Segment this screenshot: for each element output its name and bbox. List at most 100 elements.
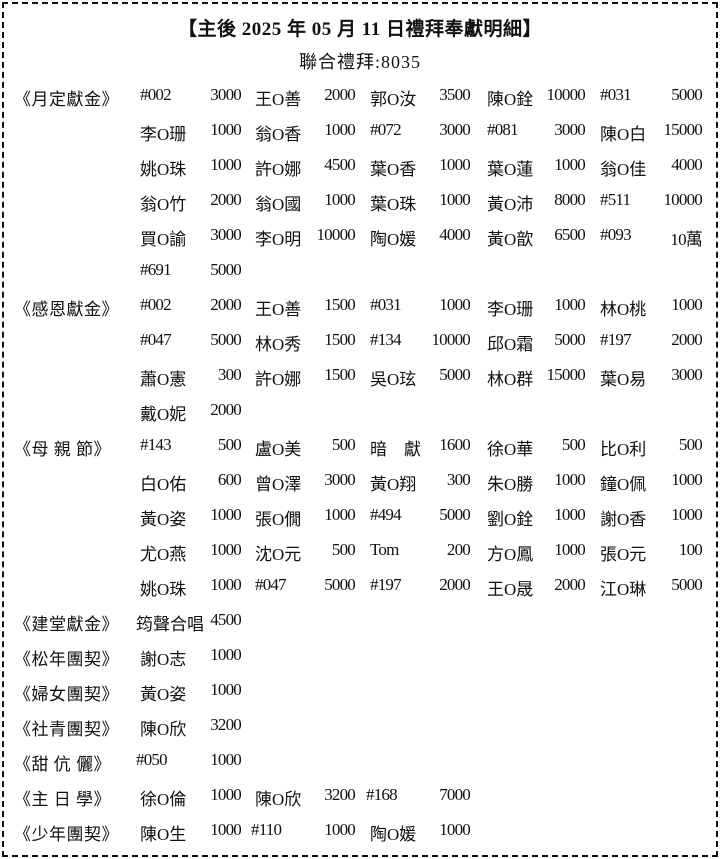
offering-row: 《感恩獻金》 #002 2000 王O善 1500 #031 1000 李O珊 1000 林O桃 1… (0, 289, 720, 324)
donation-amount: 1000 (324, 820, 356, 839)
donation-amount: 1000 (439, 820, 471, 839)
donor-name: #002 (140, 295, 172, 314)
offering-row: 《母 親 節》 #143 500 盧O美 500 暗 獻 1600 徐O華 500 比O利 500 (0, 429, 720, 464)
donation-amount: 2000 (554, 575, 586, 594)
donation-amount: 1000 (554, 470, 586, 489)
donation-amount: 1000 (554, 295, 586, 314)
donation-amount: 3500 (439, 85, 471, 104)
donation-amount: 500 (331, 540, 356, 559)
donation-amount: 2000 (210, 190, 242, 209)
donor-name: #197 (600, 330, 632, 349)
page-title: 【主後 2025 年 05 月 11 日禮拜奉獻明細】 (178, 19, 542, 40)
donor-name: 買O諭 (140, 230, 187, 249)
donation-amount: 15000 (546, 365, 585, 384)
offering-row: 白O佑 600 曾O澤 3000 黃O翔 300 朱O勝 1000 鐘O佩 1000 (0, 464, 720, 499)
donation-amount: 4000 (439, 225, 471, 244)
donation-amount: 10000 (663, 190, 702, 209)
donation-amount: 2000 (210, 295, 242, 314)
donor-name: 徐O華 (487, 440, 534, 459)
donor-name: 方O鳳 (487, 545, 534, 564)
donor-name: 黃O翔 (370, 475, 417, 494)
donor-name: 江O琳 (600, 580, 647, 599)
donor-name: 陳O銓 (487, 90, 534, 109)
donation-amount: 1000 (671, 295, 703, 314)
offering-row: 姚O珠 1000 #047 5000 #197 2000 王O晟 2000 江O琳 5000 (0, 569, 720, 604)
donor-name: 徐O倫 (140, 790, 187, 809)
donor-name: 陳O欣 (140, 720, 187, 739)
donor-name: 葉O蓮 (487, 160, 534, 179)
section-label: 《月定獻金》 (14, 90, 119, 109)
donor-name: 戴O妮 (140, 405, 187, 424)
offering-row: #691 5000 (0, 254, 720, 289)
donation-amount: 10000 (546, 85, 585, 104)
donation-amount: 1000 (210, 645, 242, 664)
donor-name: 王O善 (255, 300, 302, 319)
donation-amount: 3200 (210, 715, 242, 734)
donor-name: 曾O澤 (255, 475, 302, 494)
donation-amount: 6500 (554, 225, 586, 244)
donation-amount: 5000 (210, 330, 242, 349)
section-label: 《感恩獻金》 (14, 300, 119, 319)
donation-amount: 1000 (554, 505, 586, 524)
donor-name: 許O娜 (255, 160, 302, 179)
donor-name: #494 (370, 505, 402, 524)
donor-name: 黃O姿 (140, 685, 187, 704)
donor-name: 黃O沛 (487, 195, 534, 214)
donor-name: 李O珊 (487, 300, 534, 319)
donation-amount: 5000 (324, 575, 356, 594)
donation-amount: 1500 (324, 295, 356, 314)
offering-row: 《社青團契》 陳O欣 3200 (0, 709, 720, 744)
offering-row: 《甜 伉 儷》 #050 1000 (0, 744, 720, 779)
offering-row: 《建堂獻金》 筠聲合唱 4500 (0, 604, 720, 639)
donor-name: 王O晟 (487, 580, 534, 599)
offering-row: #047 5000 林O秀 1500 #134 10000 邱O霜 5000 #197 2000 (0, 324, 720, 359)
donor-name: 尤O燕 (140, 545, 187, 564)
offering-row: 姚O珠 1000 許O娜 4500 葉O香 1000 葉O蓮 1000 翁O佳 4000 (0, 149, 720, 184)
donor-name: 陶O媛 (370, 825, 417, 844)
donation-amount: 1000 (439, 155, 471, 174)
donor-name: 邱O霜 (487, 335, 534, 354)
donation-amount: 5000 (439, 505, 471, 524)
offering-row: 尤O燕 1000 沈O元 500 Tom 200 方O鳳 1000 張O元 100 (0, 534, 720, 569)
donor-name: 沈O元 (255, 545, 302, 564)
offering-row: 李O珊 1000 翁O香 1000 #072 3000 #081 3000 陳O白 15000 (0, 114, 720, 149)
donation-amount: 500 (217, 435, 242, 454)
section-label: 《建堂獻金》 (14, 615, 119, 634)
donation-amount: 10000 (316, 225, 355, 244)
donor-name: 姚O珠 (140, 160, 187, 179)
donor-name: #031 (370, 295, 402, 314)
donation-amount: 1500 (324, 330, 356, 349)
donation-amount: 1000 (439, 295, 471, 314)
donation-amount: 5000 (210, 260, 242, 279)
donor-name: 陶O媛 (370, 230, 417, 249)
donation-amount: 1000 (210, 540, 242, 559)
donation-amount: 1000 (671, 505, 703, 524)
donation-amount: 1000 (324, 505, 356, 524)
offering-row: 蕭O憲 300 許O娜 1500 吳O玹 5000 林O群 15000 葉O易 3000 (0, 359, 720, 394)
donor-name: #110 (251, 820, 282, 839)
section-label: 《少年團契》 (14, 825, 119, 844)
donation-amount: 300 (217, 365, 242, 384)
donation-amount: 4000 (671, 155, 703, 174)
donation-amount: 1000 (554, 540, 586, 559)
donation-amount: 10000 (431, 330, 470, 349)
donor-name: 張O元 (600, 545, 647, 564)
donation-amount: 2000 (324, 85, 356, 104)
offering-row: 戴O妮 2000 (0, 394, 720, 429)
donor-name: 王O善 (255, 90, 302, 109)
section-label: 《甜 伉 儷》 (14, 755, 111, 774)
donation-amount: 200 (446, 540, 471, 559)
donation-amount: 3000 (439, 120, 471, 139)
donor-name: #143 (140, 435, 172, 454)
donor-name: #691 (140, 260, 172, 279)
donor-name: 林O桃 (600, 300, 647, 319)
donation-amount: 3000 (210, 225, 242, 244)
donation-amount: 1000 (210, 680, 242, 699)
donor-name: 翁O竹 (140, 195, 187, 214)
donation-amount: 1000 (210, 785, 242, 804)
donor-name: 暗 獻 (370, 440, 421, 459)
donation-amount: 5000 (671, 575, 703, 594)
donation-amount: 600 (217, 470, 242, 489)
donor-name: #072 (370, 120, 402, 139)
donation-amount: 4500 (210, 610, 242, 629)
